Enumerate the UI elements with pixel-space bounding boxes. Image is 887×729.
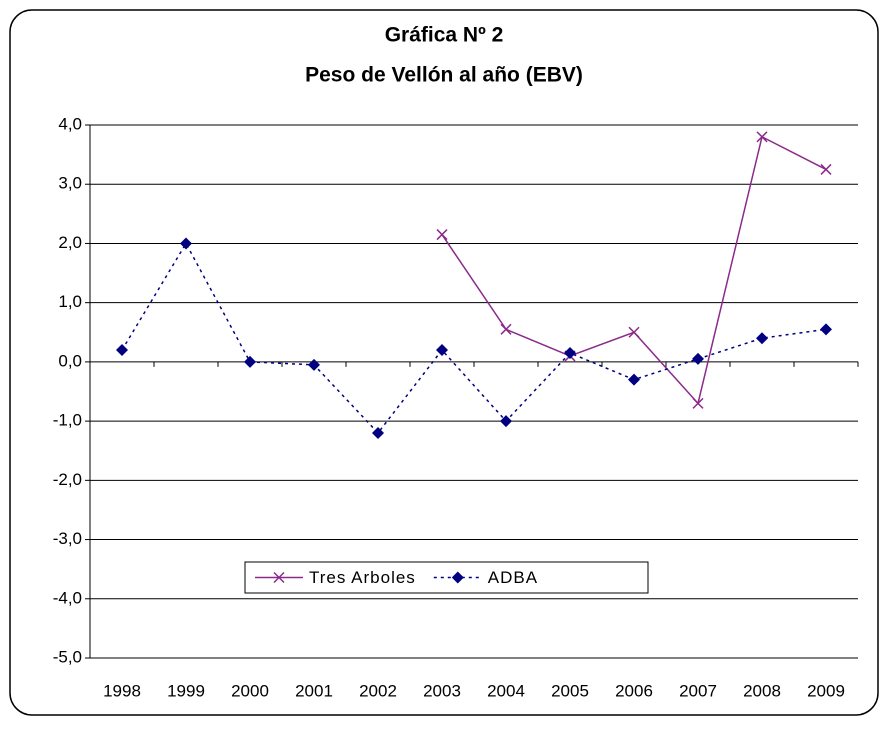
y-tick-label: -1,0	[53, 411, 82, 430]
y-tick-label: -2,0	[53, 470, 82, 489]
x-tick-label: 1998	[103, 681, 141, 700]
marker-x	[273, 571, 285, 584]
marker-diamond	[692, 352, 704, 365]
x-tick-label: 2002	[359, 681, 397, 700]
marker	[820, 163, 832, 175]
chart-title: Gráfica Nº 2	[385, 24, 504, 47]
x-tick-label: 1999	[167, 681, 205, 700]
marker-diamond	[756, 332, 768, 345]
marker-diamond	[451, 571, 464, 584]
legend-label: ADBA	[488, 568, 538, 587]
marker-diamond	[116, 344, 128, 357]
marker-diamond	[372, 426, 384, 439]
marker-diamond	[820, 323, 832, 336]
marker-diamond	[564, 347, 576, 360]
marker-x	[756, 131, 768, 143]
marker-x	[500, 323, 512, 335]
y-tick-label: -4,0	[53, 588, 82, 607]
marker	[500, 323, 512, 335]
x-tick-label: 2009	[807, 681, 845, 700]
marker-x	[436, 229, 448, 241]
x-tick-label: 2008	[743, 681, 781, 700]
x-tick-label: 2000	[231, 681, 269, 700]
y-tick-label: 3,0	[58, 174, 82, 193]
x-tick-label: 2007	[679, 681, 717, 700]
y-tick-label: 2,0	[58, 233, 82, 252]
y-tick-label: -5,0	[53, 647, 82, 666]
chart-subtitle: Peso de Vellón al año (EBV)	[305, 64, 583, 87]
y-tick-label: 4,0	[58, 114, 82, 133]
x-tick-label: 2004	[487, 681, 525, 700]
marker-diamond	[500, 415, 512, 428]
y-tick-label: 0,0	[58, 351, 82, 370]
x-tick-label: 2001	[295, 681, 333, 700]
marker-diamond	[180, 237, 192, 250]
series-line	[121, 241, 827, 435]
x-tick-label: 2003	[423, 681, 461, 700]
y-tick-label: -3,0	[53, 529, 82, 548]
chart-frame	[9, 9, 879, 716]
marker	[436, 229, 448, 241]
x-tick-label: 2006	[615, 681, 653, 700]
x-tick-label: 2005	[551, 681, 589, 700]
y-tick-label: 1,0	[58, 292, 82, 311]
marker-x	[628, 326, 640, 338]
marker-diamond	[436, 344, 448, 357]
marker-x	[692, 397, 704, 409]
legend-box	[244, 561, 649, 594]
marker-diamond	[308, 358, 320, 371]
marker-diamond	[628, 373, 640, 386]
marker	[756, 131, 768, 143]
marker	[692, 397, 704, 409]
legend-label: Tres Arboles	[309, 568, 416, 587]
marker-diamond	[244, 355, 256, 368]
marker	[273, 571, 285, 584]
marker	[628, 326, 640, 338]
marker-x	[820, 163, 832, 175]
